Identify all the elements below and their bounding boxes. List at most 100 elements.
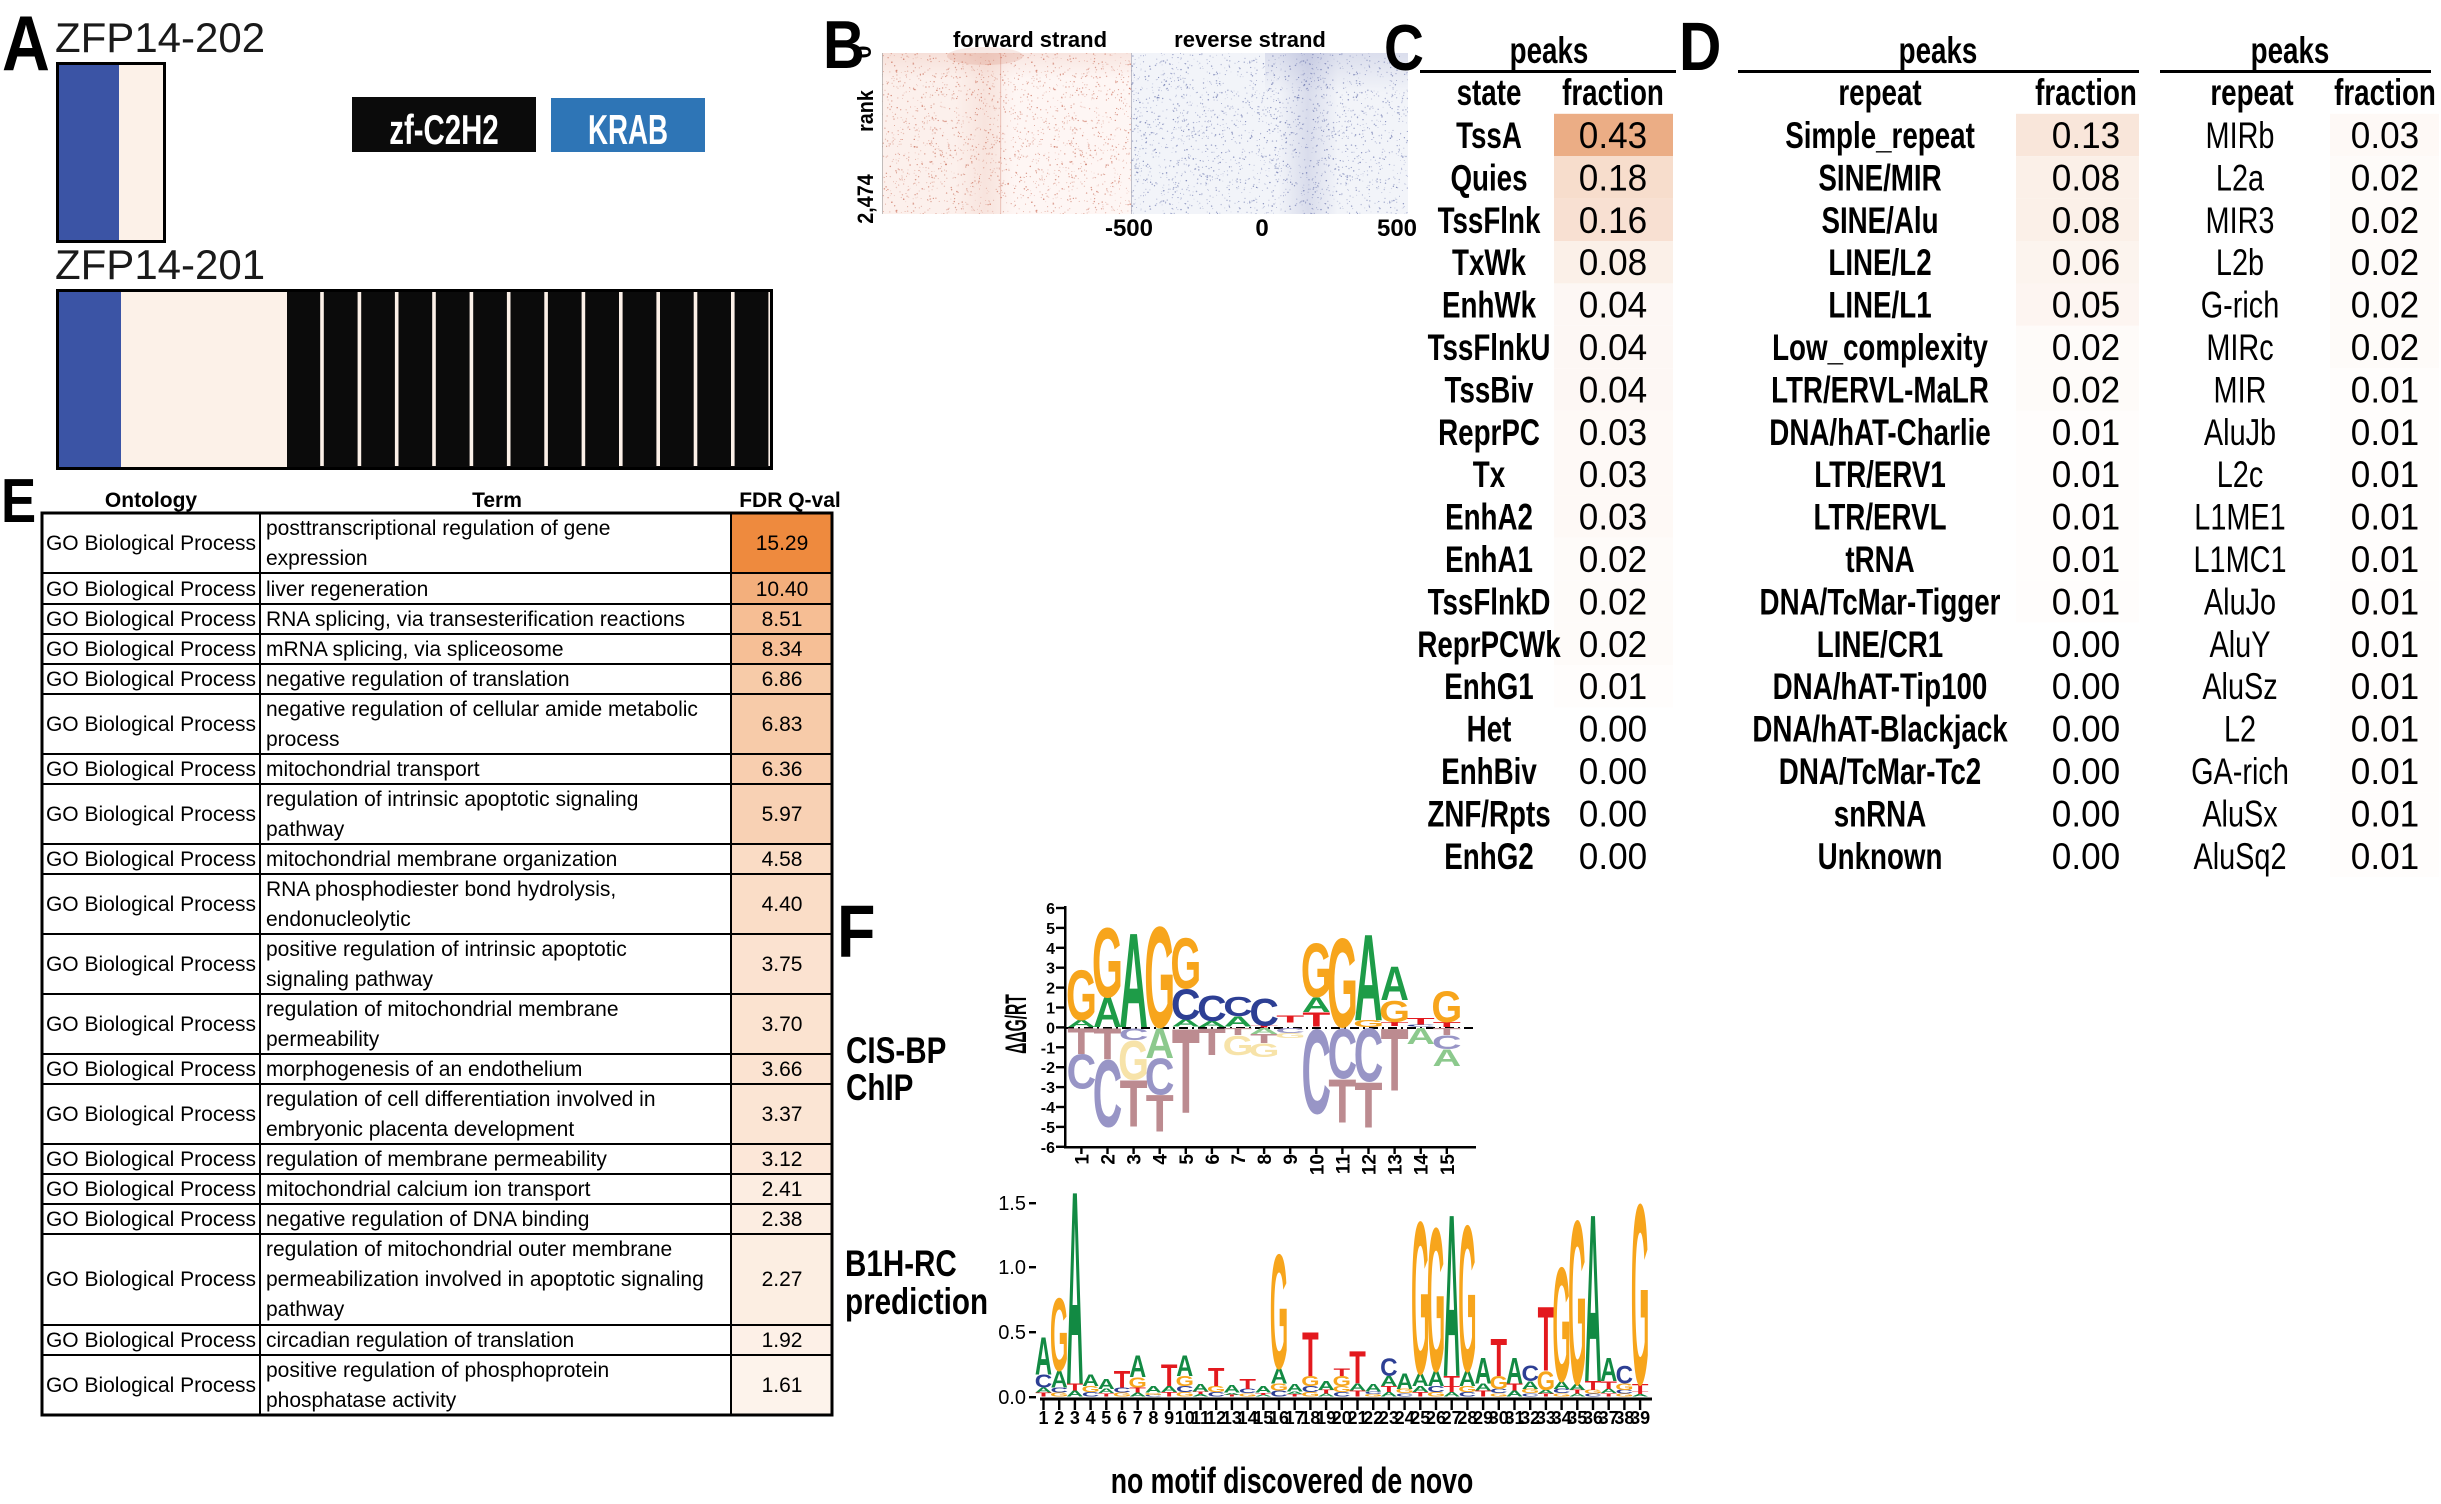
- svg-text:AluSx: AluSx: [2202, 794, 2278, 835]
- svg-text:peaks: peaks: [1899, 29, 1978, 71]
- svg-text:0.01: 0.01: [2351, 623, 2419, 665]
- svg-text:0.00: 0.00: [2052, 623, 2120, 665]
- svg-text:ΔΔG/RT: ΔΔG/RT: [1000, 994, 1034, 1054]
- svg-text:ReprPC: ReprPC: [1438, 411, 1540, 453]
- svg-text:T: T: [1349, 1343, 1366, 1394]
- svg-text:G: G: [1427, 1390, 1445, 1398]
- svg-text:G: G: [1223, 1030, 1254, 1061]
- svg-text:T: T: [1585, 1379, 1602, 1393]
- svg-text:4: 4: [1086, 1408, 1096, 1428]
- svg-text:A: A: [1553, 1379, 1570, 1392]
- svg-text:T: T: [1491, 1328, 1508, 1387]
- svg-text:phosphatase activity: phosphatase activity: [266, 1389, 457, 1412]
- svg-text:0.02: 0.02: [2351, 241, 2419, 283]
- svg-text:3: 3: [1046, 961, 1055, 978]
- svg-text:A: A: [1569, 1382, 1586, 1392]
- svg-text:C: C: [1521, 1392, 1539, 1398]
- svg-text:-3: -3: [1041, 1080, 1055, 1097]
- svg-text:B: B: [823, 8, 865, 83]
- svg-text:EnhG1: EnhG1: [1444, 665, 1533, 707]
- svg-text:mitochondrial membrane organiz: mitochondrial membrane organization: [266, 848, 617, 871]
- svg-text:prediction: prediction: [845, 1282, 988, 1323]
- svg-text:C: C: [1584, 1393, 1602, 1398]
- svg-text:expression: expression: [266, 547, 368, 570]
- svg-text:C: C: [1223, 992, 1253, 1023]
- svg-text:1: 1: [1072, 1154, 1093, 1165]
- svg-text:0.02: 0.02: [1579, 581, 1647, 623]
- svg-text:C: C: [1275, 1027, 1305, 1035]
- svg-text:TxWk: TxWk: [1452, 241, 1527, 283]
- svg-text:T: T: [1224, 1026, 1252, 1037]
- svg-text:0.02: 0.02: [2351, 284, 2419, 326]
- svg-text:AluJo: AluJo: [2204, 582, 2276, 623]
- svg-text:T: T: [1506, 1382, 1523, 1393]
- svg-text:GO Biological Process: GO Biological Process: [46, 1148, 256, 1171]
- svg-text:Ontology: Ontology: [105, 489, 197, 512]
- svg-text:Tx: Tx: [1473, 453, 1505, 495]
- svg-text:T: T: [1381, 1385, 1398, 1394]
- svg-text:L2c: L2c: [2217, 455, 2264, 496]
- svg-text:6: 6: [1117, 1408, 1127, 1428]
- svg-text:12: 12: [1206, 1408, 1226, 1428]
- svg-text:A: A: [1459, 1366, 1476, 1391]
- svg-text:25: 25: [1410, 1408, 1430, 1428]
- svg-text:TssA: TssA: [1456, 114, 1522, 156]
- svg-text:positive regulation of intrins: positive regulation of intrinsic apoptot…: [266, 938, 627, 961]
- svg-text:A: A: [1098, 1376, 1115, 1393]
- svg-text:A: A: [1192, 1394, 1209, 1398]
- svg-text:33: 33: [1536, 1408, 1556, 1428]
- svg-text:A: A: [1035, 1327, 1052, 1387]
- svg-text:C: C: [1082, 1391, 1100, 1398]
- svg-text:C: C: [1119, 1025, 1149, 1044]
- svg-text:T: T: [1067, 1382, 1084, 1393]
- svg-text:G: G: [1379, 994, 1410, 1029]
- svg-text:4.40: 4.40: [762, 893, 803, 916]
- svg-text:GO Biological Process: GO Biological Process: [46, 1103, 256, 1126]
- svg-text:T: T: [1250, 1025, 1278, 1028]
- svg-text:pathway: pathway: [266, 1298, 345, 1321]
- svg-text:T: T: [1355, 1068, 1383, 1141]
- svg-text:A: A: [1129, 1391, 1146, 1397]
- svg-text:28: 28: [1457, 1408, 1477, 1428]
- svg-text:GO Biological Process: GO Biological Process: [46, 758, 256, 781]
- svg-text:A: A: [1145, 1020, 1174, 1068]
- svg-text:G: G: [1207, 1385, 1225, 1394]
- svg-text:1: 1: [1046, 1001, 1055, 1018]
- svg-text:G: G: [1249, 1039, 1280, 1061]
- svg-text:A: A: [1270, 1363, 1287, 1388]
- svg-text:LINE/L1: LINE/L1: [1828, 284, 1931, 326]
- svg-text:T: T: [1632, 1391, 1649, 1396]
- svg-text:8.34: 8.34: [762, 638, 803, 661]
- svg-text:T: T: [1443, 1385, 1460, 1394]
- svg-text:0.05: 0.05: [2052, 284, 2120, 326]
- svg-text:A: A: [1093, 989, 1122, 1037]
- svg-text:E: E: [1, 467, 36, 536]
- svg-text:0.02: 0.02: [2052, 369, 2120, 411]
- svg-text:L2a: L2a: [2216, 158, 2265, 199]
- svg-text:A: A: [1396, 1368, 1413, 1393]
- svg-text:G: G: [1395, 1387, 1413, 1394]
- svg-text:ReprPCWk: ReprPCWk: [1417, 623, 1561, 665]
- svg-text:T: T: [1146, 1085, 1174, 1144]
- svg-text:L2: L2: [2224, 709, 2256, 750]
- svg-text:A: A: [1192, 1381, 1209, 1394]
- svg-text:MIR: MIR: [2214, 370, 2267, 411]
- svg-text:G: G: [1270, 1382, 1288, 1393]
- svg-text:T: T: [1632, 1382, 1649, 1394]
- svg-text:0: 0: [850, 46, 876, 59]
- svg-text:A: A: [1318, 1393, 1335, 1398]
- svg-text:C: C: [1553, 1388, 1571, 1395]
- svg-text:GO Biological Process: GO Biological Process: [46, 953, 256, 976]
- svg-text:C: C: [1302, 1385, 1320, 1394]
- svg-text:A: A: [1380, 1390, 1398, 1398]
- svg-text:0.01: 0.01: [2052, 581, 2120, 623]
- svg-text:G: G: [1129, 1375, 1147, 1391]
- svg-text:0.00: 0.00: [2052, 750, 2120, 792]
- svg-text:38: 38: [1614, 1408, 1634, 1428]
- svg-text:A: A: [1119, 906, 1148, 1057]
- svg-text:permeability: permeability: [266, 1028, 380, 1051]
- svg-text:0.01: 0.01: [2351, 581, 2419, 623]
- svg-text:mRNA splicing, via spliceosome: mRNA splicing, via spliceosome: [266, 638, 564, 661]
- svg-text:C: C: [1113, 1386, 1131, 1394]
- svg-text:3.75: 3.75: [762, 953, 803, 976]
